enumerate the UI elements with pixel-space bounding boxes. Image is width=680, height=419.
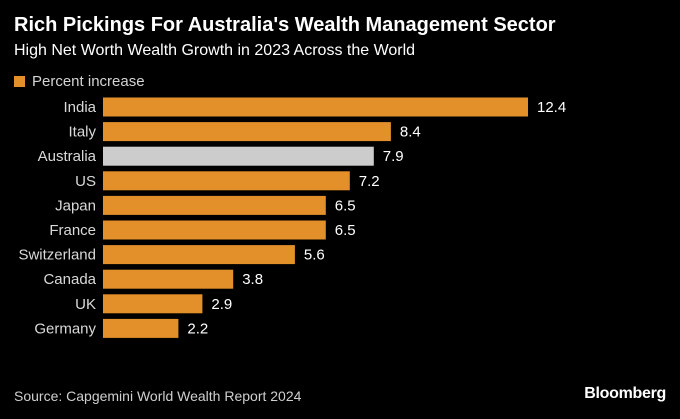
value-label: 7.9 — [383, 148, 404, 165]
bar-uk — [103, 294, 203, 314]
bar-switzerland — [103, 245, 295, 265]
category-label: India — [63, 99, 96, 116]
category-label: Switzerland — [18, 247, 96, 264]
category-label: Italy — [68, 124, 96, 141]
category-label: US — [75, 173, 96, 190]
brand-logo: Bloomberg — [584, 385, 666, 402]
value-label: 6.5 — [335, 222, 356, 239]
value-label: 12.4 — [537, 99, 566, 116]
value-label: 2.2 — [187, 320, 208, 337]
value-label: 8.4 — [400, 124, 421, 141]
category-label: Japan — [55, 197, 96, 214]
value-label: 2.9 — [211, 296, 232, 313]
value-label: 3.8 — [242, 271, 263, 288]
bar-canada — [103, 269, 234, 289]
legend: Percent increase — [14, 73, 145, 90]
value-label: 7.2 — [359, 173, 380, 190]
legend-swatch — [14, 76, 25, 87]
bar-india — [103, 97, 528, 117]
legend-label: Percent increase — [32, 73, 145, 90]
bar-australia — [103, 146, 374, 166]
source-note: Source: Capgemini World Wealth Report 20… — [14, 388, 302, 404]
category-label: France — [49, 222, 96, 239]
category-label: Canada — [43, 271, 96, 288]
chart-title: Rich Pickings For Australia's Wealth Man… — [14, 14, 556, 36]
category-label: UK — [75, 296, 96, 313]
category-label: Australia — [38, 148, 97, 165]
value-label: 6.5 — [335, 197, 356, 214]
bar-japan — [103, 195, 326, 215]
category-label: Germany — [34, 320, 96, 337]
bar-france — [103, 220, 326, 240]
value-label: 5.6 — [304, 247, 325, 264]
bar-germany — [103, 318, 179, 338]
bar-us — [103, 171, 350, 191]
chart-subtitle: High Net Worth Wealth Growth in 2023 Acr… — [14, 42, 416, 59]
bar-italy — [103, 122, 391, 142]
